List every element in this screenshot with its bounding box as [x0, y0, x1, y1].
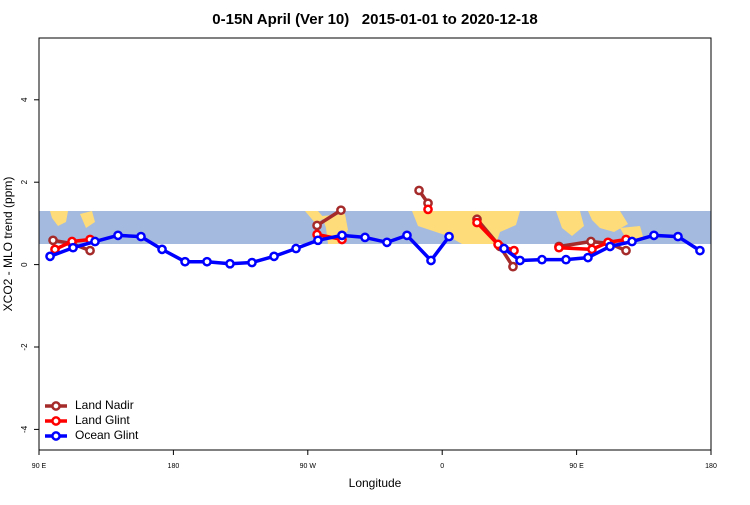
x-tick-label: 0	[440, 463, 444, 470]
point	[85, 245, 95, 256]
point	[649, 230, 659, 241]
land	[50, 211, 68, 226]
point	[561, 254, 571, 265]
land	[80, 211, 95, 228]
land	[556, 211, 584, 236]
x-tick-label: 90 E	[569, 463, 584, 470]
point	[508, 261, 518, 272]
y-axis-label: XCO2 - MLO trend (ppm)	[1, 177, 15, 312]
x-tick-label: 180	[705, 463, 717, 470]
point	[157, 244, 167, 255]
point	[202, 256, 212, 267]
x-tick-label: 90 W	[300, 463, 317, 470]
point	[472, 217, 482, 228]
point	[586, 236, 596, 247]
y-tick-label: -4	[20, 425, 29, 433]
point	[382, 237, 392, 248]
point	[537, 254, 547, 265]
legend-marker	[51, 401, 61, 411]
legend-marker	[51, 431, 61, 441]
y-tick-label: 4	[20, 97, 29, 102]
point	[695, 245, 705, 256]
point	[673, 231, 683, 242]
point	[583, 252, 593, 263]
x-tick-label: 90 E	[32, 463, 47, 470]
point	[627, 236, 637, 247]
point	[426, 255, 436, 266]
y-tick-label: 2	[20, 179, 29, 184]
x-tick-label: 180	[168, 463, 180, 470]
point	[444, 231, 454, 242]
point	[48, 235, 58, 246]
point	[337, 230, 347, 241]
land	[588, 211, 628, 232]
point	[68, 242, 78, 253]
point	[360, 232, 370, 243]
point	[312, 220, 322, 231]
point	[180, 256, 190, 267]
point	[225, 258, 235, 269]
y-tick-label: 0	[20, 262, 29, 267]
y-tick-label: -2	[20, 343, 29, 351]
point	[414, 185, 424, 196]
marks	[45, 185, 705, 272]
point	[587, 244, 597, 255]
plot-frame	[38, 37, 712, 451]
point	[554, 242, 564, 253]
point	[515, 255, 525, 266]
land	[305, 211, 324, 224]
legend-label: Land Nadir	[75, 398, 134, 412]
legend-label: Land Glint	[75, 413, 130, 427]
point	[136, 231, 146, 242]
x-axis-label: Longitude	[349, 476, 402, 490]
point	[605, 241, 615, 252]
legend-marker	[51, 416, 61, 426]
point	[90, 236, 100, 247]
point	[291, 243, 301, 254]
point	[423, 204, 433, 215]
point	[45, 251, 55, 262]
legend-label: Ocean Glint	[75, 428, 139, 442]
point	[269, 251, 279, 262]
point	[113, 230, 123, 241]
point	[336, 205, 346, 216]
point	[402, 230, 412, 241]
point	[247, 257, 257, 268]
chart-title: 0-15N April (Ver 10) 2015-01-01 to 2020-…	[212, 11, 537, 28]
point	[621, 245, 631, 256]
point	[313, 235, 323, 246]
point	[499, 243, 509, 254]
